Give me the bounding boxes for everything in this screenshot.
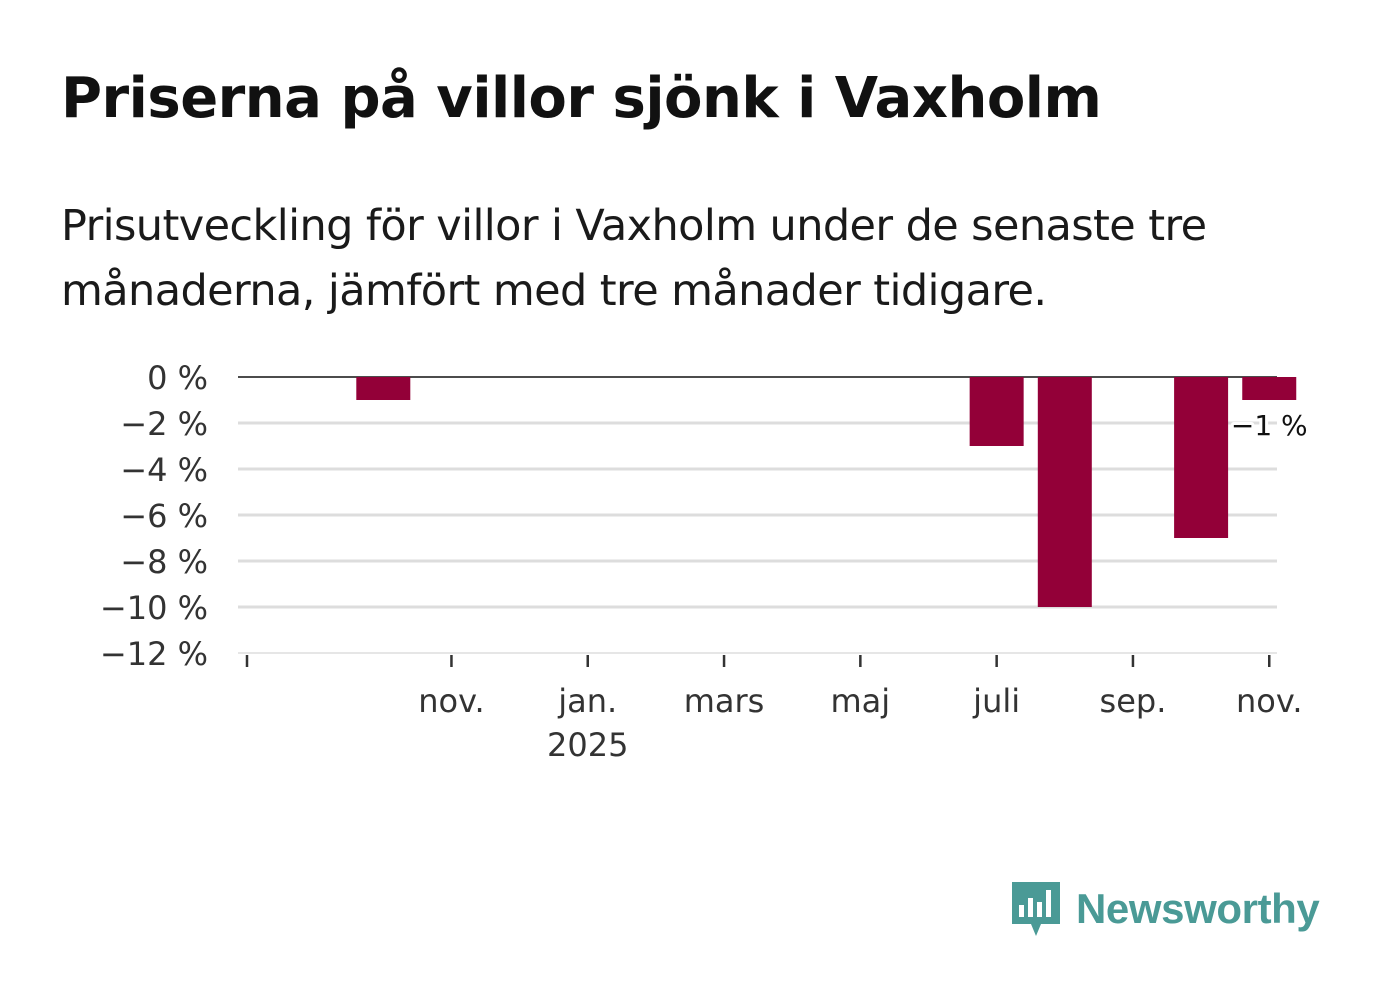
bar	[1037, 377, 1092, 607]
bar	[1174, 377, 1229, 538]
bar-chart-speech-bubble-icon	[1012, 882, 1060, 936]
x-tick-label: nov.	[1236, 682, 1302, 720]
x-tick-label: maj	[831, 682, 891, 720]
x-tick-label: jan.	[557, 682, 617, 720]
x-tick-label: nov.	[418, 682, 484, 720]
chart-subtitle: Prisutveckling för villor i Vaxholm unde…	[61, 201, 1207, 316]
y-tick-label: −4 %	[120, 451, 208, 489]
y-tick-label: −8 %	[120, 543, 208, 581]
brand-name: Newsworthy	[1076, 885, 1320, 932]
y-tick-label: −12 %	[100, 635, 208, 673]
data-label: −1 %	[1231, 409, 1308, 442]
y-tick-label: −6 %	[120, 497, 208, 535]
y-tick-label: −2 %	[120, 405, 208, 443]
bar	[969, 377, 1024, 446]
bar	[1242, 377, 1297, 400]
x-tick-label: juli	[972, 682, 1020, 720]
x-tick-label: sep.	[1100, 682, 1167, 720]
chart-title: Priserna på villor sjönk i Vaxholm	[61, 66, 1102, 131]
y-tick-label: 0 %	[147, 359, 208, 397]
bar-chart: 0 % −2 % −4 % −6 % −8 % −10 % −12 % nov. jan. 202…	[100, 359, 1311, 764]
y-tick-label: −10 %	[100, 589, 208, 627]
x-tick-sublabel: 2025	[547, 726, 628, 764]
newsworthy-logo: Newsworthy	[1010, 878, 1320, 940]
bar	[356, 377, 411, 400]
x-tick-label: mars	[684, 682, 765, 720]
